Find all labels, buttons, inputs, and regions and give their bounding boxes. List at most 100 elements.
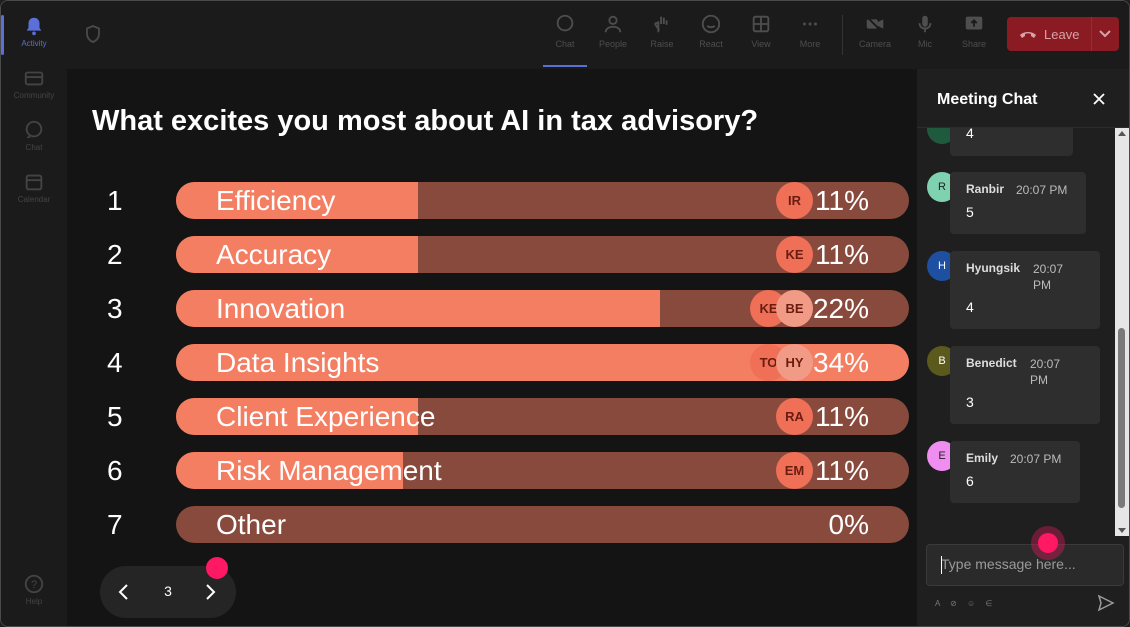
option-rank: 2 xyxy=(107,239,123,270)
voter-avatar: IR xyxy=(776,182,813,219)
leave-button[interactable]: Leave xyxy=(1007,17,1119,51)
poll-question: What excites you most about AI in tax ad… xyxy=(92,105,759,137)
toolbar-mic-button[interactable]: Mic xyxy=(903,11,947,61)
avatar xyxy=(927,128,957,144)
rail-item-help[interactable]: ? Help xyxy=(1,567,67,619)
close-icon[interactable] xyxy=(1091,91,1107,107)
toolbar-react-button[interactable]: React xyxy=(689,11,733,61)
scroll-up-arrow[interactable] xyxy=(1118,131,1126,136)
message-time: 20:07 PM xyxy=(1016,183,1068,197)
share-icon xyxy=(965,16,983,30)
chat-icon xyxy=(25,120,43,139)
toolbar-more-button[interactable]: More xyxy=(788,11,832,61)
voter-avatar: HY xyxy=(776,344,813,381)
page-number: 3 xyxy=(164,583,172,599)
send-icon[interactable] xyxy=(1097,594,1115,612)
sender-name: Ranbir xyxy=(966,182,1005,196)
rail-label: Calendar xyxy=(17,195,51,204)
option-rank: 5 xyxy=(107,401,123,432)
toolbar-view-button[interactable]: View xyxy=(739,11,783,61)
chat-icon xyxy=(556,14,574,32)
formatting-tools[interactable]: A ⊘ ☺ ∈ xyxy=(935,599,997,608)
toolbar-label: View xyxy=(751,39,771,49)
rail-item-activity[interactable]: Activity xyxy=(1,9,67,61)
toolbar-label: Mic xyxy=(918,39,932,49)
message-bubble: Benedict 20:07 PM 3 xyxy=(950,346,1100,424)
toolbar-share-button[interactable]: Share xyxy=(952,11,996,61)
message-composer xyxy=(926,544,1124,586)
option-percent: 11% xyxy=(815,401,869,432)
sender-name: Hyungsik xyxy=(966,261,1021,275)
svg-text:?: ? xyxy=(31,579,37,591)
message-bubble: Ranbir 20:07 PM 5 xyxy=(950,172,1086,234)
sender-name: Benedict xyxy=(966,356,1017,370)
rail-label: Help xyxy=(25,597,43,606)
result-bar-fill xyxy=(176,452,403,489)
option-label: Innovation xyxy=(216,293,346,324)
more-icon xyxy=(803,22,817,26)
poll-option-row: 3 Innovation KE BE 22% xyxy=(67,290,917,328)
toolbar-label: Chat xyxy=(555,39,575,49)
option-rank: 6 xyxy=(107,455,123,486)
message-text: 5 xyxy=(966,204,974,220)
sender-name: Emily xyxy=(966,451,999,465)
text-caret xyxy=(941,556,942,574)
option-rank: 3 xyxy=(107,293,123,324)
message-time: 20:07 PM xyxy=(1033,262,1064,292)
chevron-right-icon[interactable] xyxy=(200,582,220,602)
poll-option-row: 4 Data Insights TO HY 34% xyxy=(67,344,917,382)
chat-messages: 4 R Ranbir 20:07 PM 5 H Hyungsik 20:07 P… xyxy=(917,128,1113,536)
react-icon xyxy=(701,14,721,34)
voter-avatar: BE xyxy=(776,290,813,327)
poll-option-row: 6 Risk Management EM 11% xyxy=(67,452,917,490)
poll-option-row: 7 Other 0% xyxy=(67,506,917,544)
toolbar-people-button[interactable]: People xyxy=(591,11,635,61)
rail-label: Chat xyxy=(25,143,43,152)
poll-option-row: 1 Efficiency IR 11% xyxy=(67,182,917,220)
toolbar-raise-button[interactable]: Raise xyxy=(640,11,684,61)
message-text: 3 xyxy=(966,394,974,410)
message-input[interactable] xyxy=(941,555,1111,573)
voter-avatar: RA xyxy=(776,398,813,435)
message-bubble: 4 xyxy=(950,128,1073,156)
view-grid-icon xyxy=(752,15,770,33)
chevron-down-icon[interactable] xyxy=(1097,25,1113,41)
rail-item-community[interactable]: Community xyxy=(1,61,67,113)
option-label: Risk Management xyxy=(216,455,442,486)
hang-up-icon xyxy=(1020,32,1036,38)
message-bubble: Emily 20:07 PM 6 xyxy=(950,441,1080,503)
result-bar-fill xyxy=(176,398,418,435)
toolbar-camera-button[interactable]: Camera xyxy=(853,11,897,61)
pointer-indicator xyxy=(1031,526,1065,560)
toolbar-label: Share xyxy=(961,39,987,49)
rail-item-calendar[interactable]: Calendar xyxy=(1,165,67,217)
result-bar: Accuracy KE 11% xyxy=(176,236,909,273)
rail-label: Community xyxy=(13,91,55,100)
leave-label: Leave xyxy=(1044,27,1080,42)
chat-scrollbar[interactable] xyxy=(1115,128,1129,536)
shield-icon xyxy=(86,25,100,43)
result-bar: Other 0% xyxy=(176,506,909,543)
toolbar-label: People xyxy=(598,39,628,49)
result-bar: Data Insights TO HY 34% xyxy=(176,344,909,381)
poll-option-row: 2 Accuracy KE 11% xyxy=(67,236,917,274)
scroll-down-arrow[interactable] xyxy=(1118,528,1126,533)
rail-item-chat[interactable]: Chat xyxy=(1,113,67,165)
toolbar-label: More xyxy=(799,39,821,49)
option-label: Client Experience xyxy=(216,401,436,432)
community-icon xyxy=(24,71,44,86)
result-bar: Risk Management EM 11% xyxy=(176,452,909,489)
calendar-icon xyxy=(25,174,43,191)
option-percent: 0% xyxy=(828,509,869,540)
chat-divider xyxy=(917,127,1129,128)
result-bar-fill xyxy=(176,290,660,327)
help-icon: ? xyxy=(24,574,44,594)
left-rail: Activity Community Chat Calendar ? Help xyxy=(1,1,67,626)
toolbar-chat-button[interactable]: Chat xyxy=(543,11,587,67)
option-rank: 4 xyxy=(107,347,123,378)
chevron-left-icon[interactable] xyxy=(114,582,134,602)
option-percent: 22% xyxy=(812,293,869,324)
message-text: 6 xyxy=(966,473,974,489)
scrollbar-thumb[interactable] xyxy=(1118,328,1125,508)
